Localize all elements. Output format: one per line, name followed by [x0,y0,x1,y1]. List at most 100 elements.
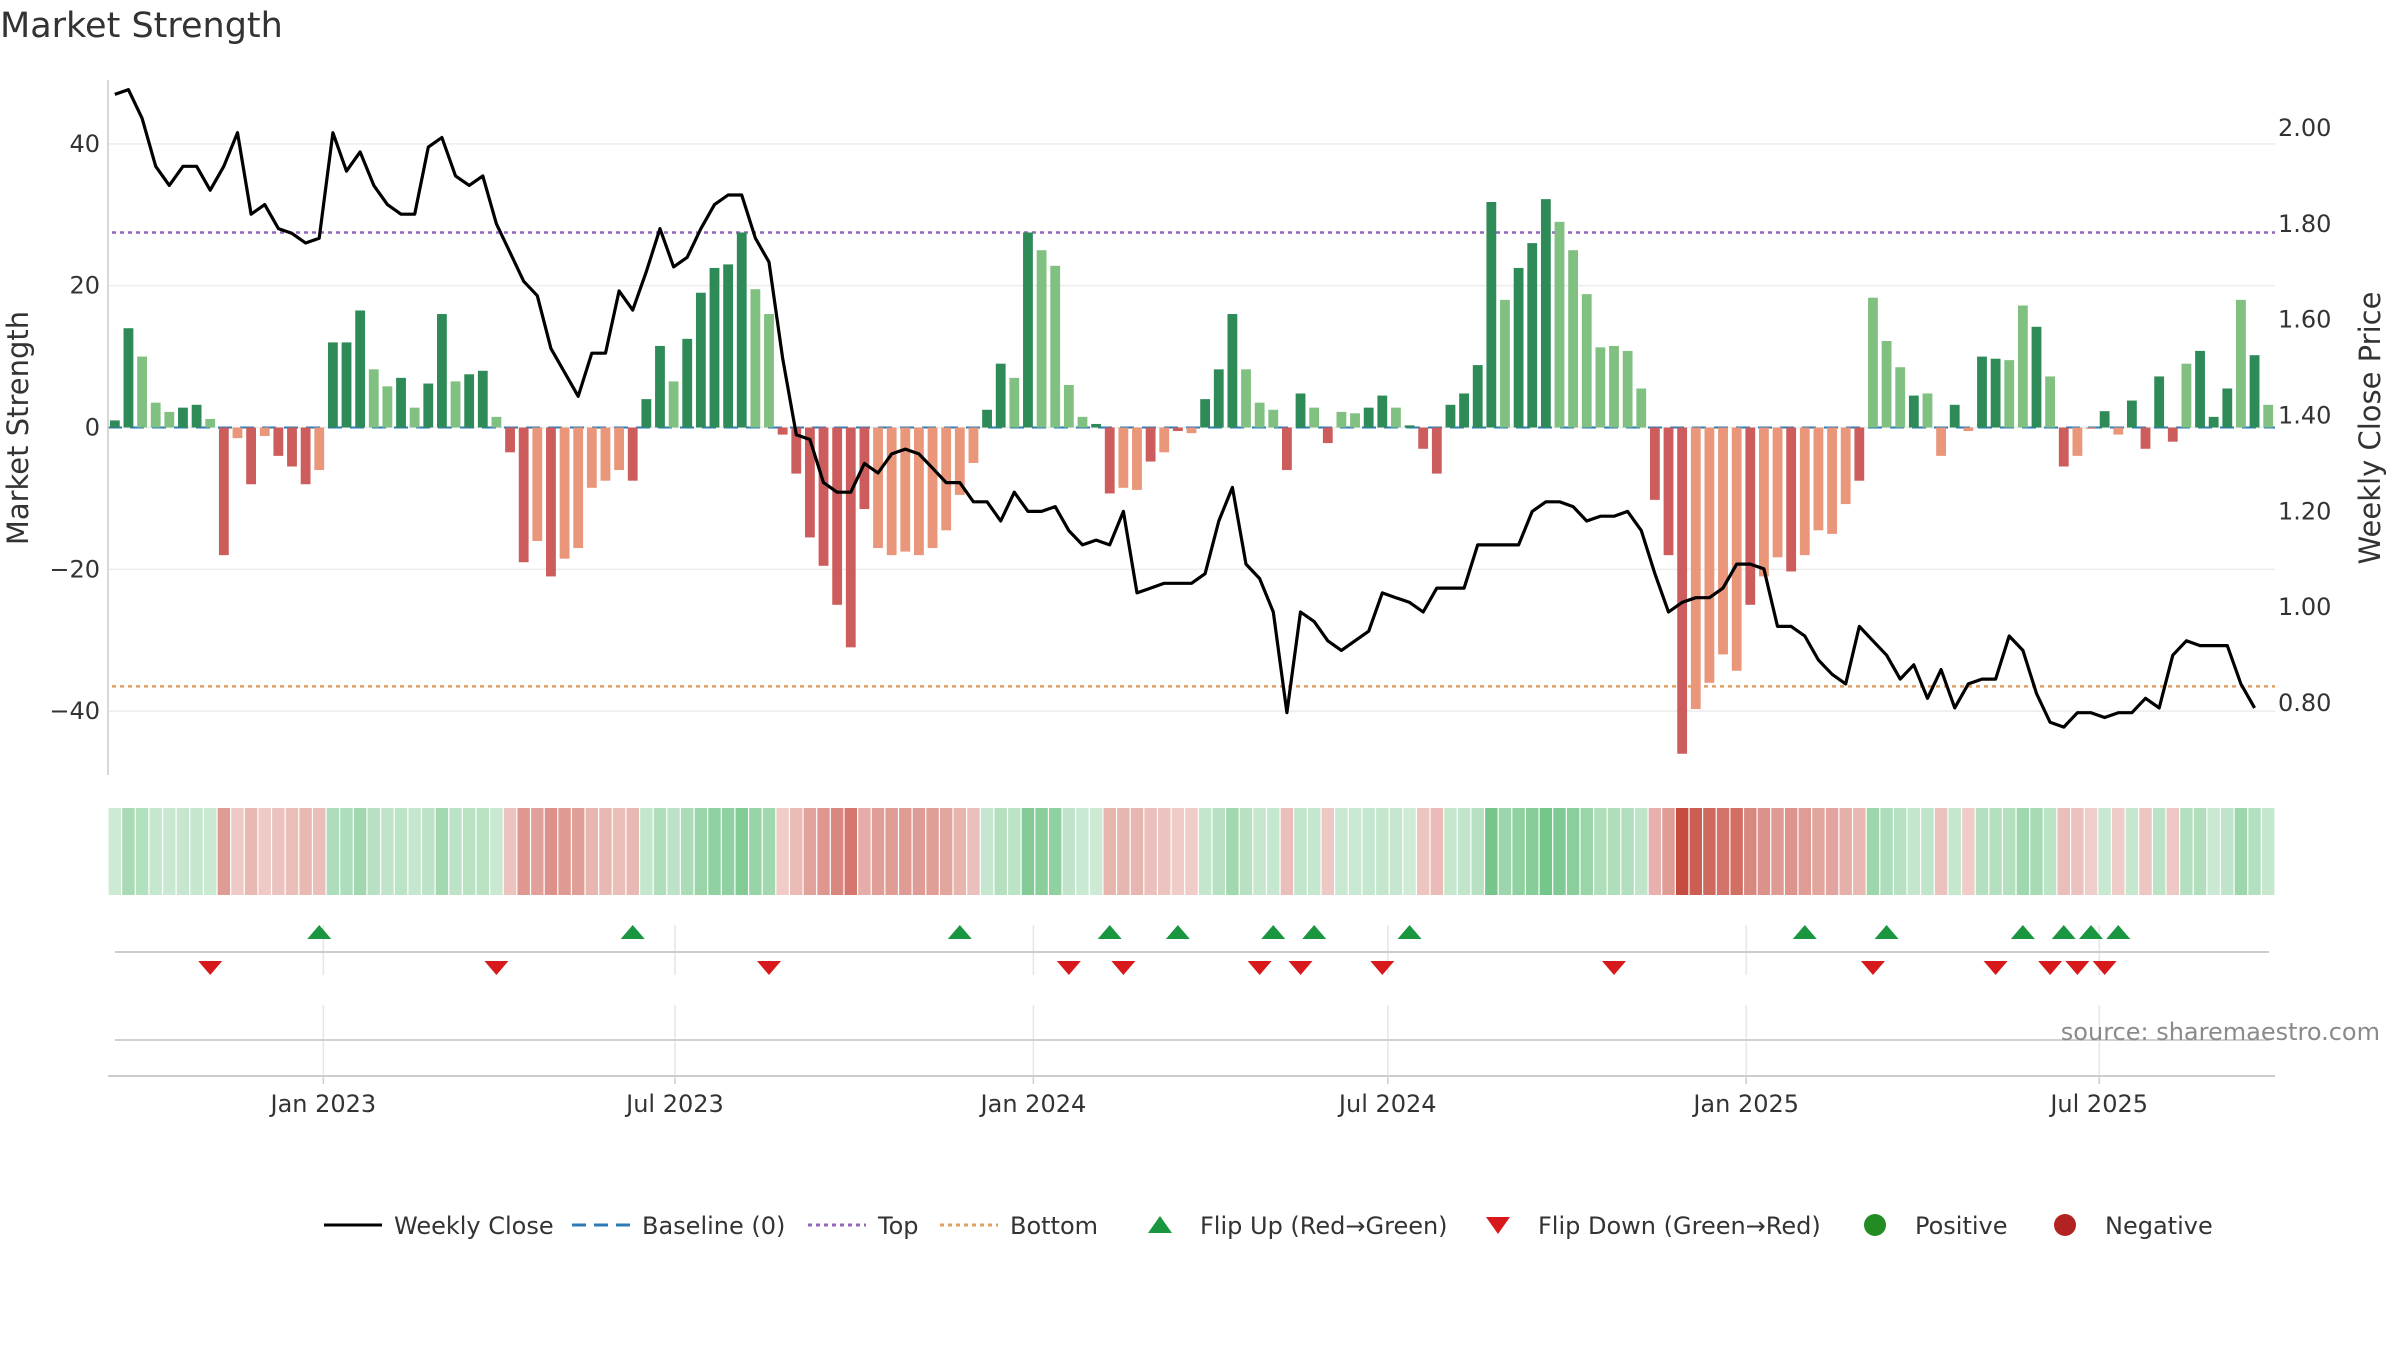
legend-item: Flip Down (Green→Red) [1486,1212,1821,1240]
flip-down-marker [198,961,223,975]
strength-strip-cell [912,808,926,895]
strength-bar [695,292,706,428]
strength-strip-cell [1662,808,1675,895]
strength-bar [1963,427,1974,432]
flip-markers-panel [115,925,2269,975]
strength-bar [2181,363,2192,428]
strength-bar [1704,427,1715,683]
strength-bar [327,342,338,428]
strength-bar [450,381,461,428]
y2-tick-label: 1.00 [2278,593,2331,621]
source-label: source: sharemaestro.com [2061,1018,2380,1046]
legend-flip-down-icon [1486,1217,1510,1234]
strength-strip-cell [1321,808,1335,895]
strength-bar [382,386,393,428]
strength-strip-cell [612,808,626,895]
strength-bar [1023,232,1033,428]
strength-bar [2099,411,2110,428]
strength-bar [355,310,366,428]
strength-strip-cell [2112,808,2125,895]
strength-bar [1295,393,1306,428]
strength-bar [109,420,120,428]
flip-up-marker [307,925,332,939]
flip-down-marker [1288,961,1313,975]
strength-bar [368,369,379,428]
strength-bar [1840,427,1851,505]
strength-strip-cell [1226,808,1239,895]
strength-strip-cell [2057,808,2070,895]
strength-strip-cell [1103,808,1116,895]
legend-label: Top [877,1212,919,1240]
strength-bar [1036,250,1047,428]
strength-bar [191,404,202,428]
strength-bar [1063,384,1074,428]
strength-strip-cell [1171,808,1185,895]
x-tick-label: Jul 2025 [2048,1090,2148,1118]
strength-bar [246,427,257,485]
strength-strip-cell [490,808,503,895]
strength-bar [259,427,270,437]
strength-strip-cell [1921,808,1934,895]
strength-strip-cell [626,808,639,895]
y-tick-label: 0 [85,414,100,442]
strength-strip-cell [449,808,462,895]
strength-strip-cell [1130,808,1144,895]
strength-bar [900,427,911,552]
legend-dot-icon [1864,1214,1886,1236]
strength-bar [1445,404,1456,428]
strength-strip-cell [953,808,967,895]
strength-bar [559,427,570,559]
strength-strip-cell [135,808,149,895]
strength-bar [341,342,352,428]
strength-strip-cell [1335,808,1348,895]
strength-bar [682,338,693,428]
strength-bar [845,427,856,648]
strength-bar [668,381,679,428]
strength-bar [1213,369,1224,428]
strength-bar [1391,407,1401,428]
strength-strip-cell [1430,808,1444,895]
flip-up-marker [1165,925,1190,939]
strength-bar [409,407,420,428]
strength-bar [1254,402,1265,428]
strength-bar [314,427,325,471]
legend-label: Baseline (0) [642,1212,785,1240]
x-tick-label: Jul 2023 [624,1090,724,1118]
strength-strip-cell [681,808,694,895]
strength-strip-cell [1648,808,1662,895]
strength-bar [1336,411,1347,428]
strength-bar [1472,365,1483,428]
strength-bar [1241,369,1251,428]
strength-strip-cell [1008,808,1021,895]
strength-strip-cell [258,808,271,895]
strength-bar [1172,427,1183,432]
strength-bar [1949,404,1960,428]
x-tick-label: Jan 2023 [268,1090,376,1118]
strength-strip-cell [217,808,231,895]
strength-bar [2113,427,2124,435]
strength-strip-cell [272,808,285,895]
strength-bar [1132,427,1142,490]
strength-bar [1091,423,1102,428]
strength-strip-cell [1594,808,1607,895]
strength-bar [627,427,638,481]
strength-bar [1622,350,1633,428]
strength-bar [954,427,965,495]
strength-bar [1827,427,1837,534]
strength-strip-cell [708,808,721,895]
strength-strip-cell [244,808,258,895]
strength-strip-cell [204,808,217,895]
strength-bar [1908,395,1919,428]
strength-strip-cell [1703,808,1716,895]
strength-bar [818,427,829,566]
flip-down-marker [1860,961,1885,975]
legend-dot-icon [2054,1214,2076,1236]
strength-strip-cell [1253,808,1266,895]
strength-bar [123,328,134,428]
strength-strip-cell [2207,808,2220,895]
strength-strip-cell [1021,808,1035,895]
strength-bar [150,402,161,428]
strength-strip-cell [1348,808,1362,895]
bottom-panel: source: sharemaestro.com [108,1005,2380,1078]
strength-strip-cell [2084,808,2098,895]
